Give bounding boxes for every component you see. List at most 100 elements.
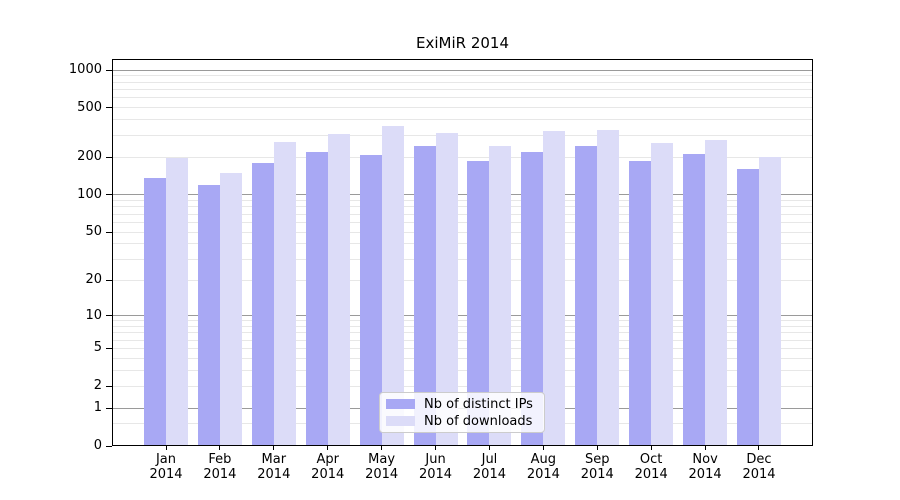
y-tick-label: 500 bbox=[77, 99, 102, 115]
x-tick-mark bbox=[488, 446, 490, 450]
x-tick-label: Sep 2014 bbox=[569, 452, 625, 482]
gridline-minor bbox=[112, 81, 813, 83]
bar-aug-distinct-ips bbox=[521, 151, 544, 446]
x-tick-label: Aug 2014 bbox=[515, 452, 571, 482]
gridline-minor bbox=[112, 88, 813, 90]
bar-feb-downloads bbox=[219, 173, 242, 446]
x-tick-year: 2014 bbox=[149, 467, 183, 482]
x-tick-label: Jul 2014 bbox=[461, 452, 517, 482]
x-tick-mark bbox=[219, 446, 221, 450]
gridline-minor bbox=[112, 156, 813, 158]
bar-oct-downloads bbox=[651, 143, 674, 446]
x-tick-year: 2014 bbox=[311, 467, 345, 482]
bar-may-downloads bbox=[381, 125, 404, 446]
y-tick-mark bbox=[106, 231, 112, 233]
chart-title: ExiMiR 2014 bbox=[416, 34, 509, 52]
bar-sep-downloads bbox=[597, 130, 620, 446]
x-tick-label: May 2014 bbox=[354, 452, 410, 482]
gridline-major bbox=[112, 69, 813, 71]
y-tick-mark bbox=[106, 107, 112, 109]
bar-dec-downloads bbox=[758, 157, 781, 446]
bar-jul-distinct-ips bbox=[467, 161, 490, 446]
gridline-minor bbox=[112, 134, 813, 136]
gridline-minor bbox=[112, 221, 813, 223]
gridline-minor bbox=[112, 347, 813, 349]
x-tick-year: 2014 bbox=[634, 467, 668, 482]
y-tick-label: 100 bbox=[77, 186, 102, 202]
x-tick-year: 2014 bbox=[472, 467, 506, 482]
legend-label-downloads: Nb of downloads bbox=[424, 413, 533, 429]
bar-oct-distinct-ips bbox=[629, 160, 652, 446]
y-tick-label: 5 bbox=[93, 340, 102, 356]
x-tick-label: Oct 2014 bbox=[623, 452, 679, 482]
gridline-minor bbox=[112, 385, 813, 387]
plot-area bbox=[112, 59, 813, 446]
bar-apr-distinct-ips bbox=[305, 152, 328, 446]
x-tick-label: Feb 2014 bbox=[192, 452, 248, 482]
bar-may-distinct-ips bbox=[359, 155, 382, 446]
gridline-minor bbox=[112, 258, 813, 260]
x-tick-mark bbox=[704, 446, 706, 450]
x-tick-label: Jun 2014 bbox=[408, 452, 464, 482]
bar-nov-distinct-ips bbox=[683, 153, 706, 446]
y-tick-label: 0 bbox=[93, 438, 102, 453]
x-tick-label: Apr 2014 bbox=[300, 452, 356, 482]
x-tick-year: 2014 bbox=[203, 467, 237, 482]
x-tick-month: Jul bbox=[481, 452, 498, 467]
x-tick-month: Jun bbox=[425, 452, 446, 467]
x-tick-mark bbox=[327, 446, 329, 450]
x-tick-year: 2014 bbox=[580, 467, 614, 482]
gridline-minor bbox=[112, 332, 813, 334]
x-tick-year: 2014 bbox=[526, 467, 560, 482]
x-tick-month: Jan bbox=[155, 452, 177, 467]
x-tick-month: May bbox=[368, 452, 396, 467]
x-tick-month: Aug bbox=[530, 452, 557, 467]
gridline-minor bbox=[112, 200, 813, 202]
gridline-minor bbox=[112, 370, 813, 372]
x-tick-mark bbox=[165, 446, 167, 450]
bar-aug-downloads bbox=[543, 131, 566, 446]
x-tick-year: 2014 bbox=[418, 467, 453, 482]
y-tick-mark bbox=[106, 407, 112, 409]
y-tick-label: 2 bbox=[93, 378, 102, 394]
x-tick-month: Feb bbox=[208, 452, 232, 467]
y-tick-label: 200 bbox=[77, 149, 102, 165]
gridline-major bbox=[112, 315, 813, 316]
x-tick-label: Jan 2014 bbox=[138, 452, 194, 482]
y-tick-label: 50 bbox=[85, 224, 102, 240]
y-tick-mark bbox=[106, 194, 112, 196]
bar-sep-distinct-ips bbox=[575, 145, 598, 446]
gridline-minor bbox=[112, 231, 813, 233]
x-tick-mark bbox=[758, 446, 760, 450]
gridline-minor bbox=[112, 213, 813, 215]
x-tick-month: Mar bbox=[261, 452, 287, 467]
y-tick-label: 20 bbox=[85, 272, 102, 288]
y-tick-mark bbox=[106, 315, 112, 316]
x-tick-label: Dec 2014 bbox=[731, 452, 787, 482]
bar-feb-distinct-ips bbox=[197, 185, 220, 446]
gridline-minor bbox=[112, 119, 813, 121]
gridline-minor bbox=[112, 206, 813, 208]
y-tick-mark bbox=[106, 385, 112, 387]
gridline-minor bbox=[112, 357, 813, 359]
y-tick-label: 1 bbox=[93, 400, 102, 416]
gridline-minor bbox=[112, 107, 813, 109]
legend: Nb of distinct IPs Nb of downloads bbox=[379, 392, 545, 433]
x-tick-year: 2014 bbox=[688, 467, 722, 482]
x-tick-month: Nov bbox=[692, 452, 718, 467]
y-tick-mark bbox=[106, 445, 112, 447]
legend-entry-downloads: Nb of downloads bbox=[386, 413, 544, 430]
x-tick-mark bbox=[273, 446, 275, 450]
x-tick-mark bbox=[381, 446, 383, 450]
legend-label-distinct-ips: Nb of distinct IPs bbox=[424, 396, 533, 412]
gridline-minor bbox=[112, 75, 813, 77]
bar-mar-downloads bbox=[273, 141, 296, 446]
gridline-minor bbox=[112, 97, 813, 99]
y-tick-mark bbox=[106, 69, 112, 71]
legend-swatch-distinct-ips bbox=[386, 399, 415, 409]
legend-entry-distinct-ips: Nb of distinct IPs bbox=[386, 396, 544, 413]
y-tick-mark bbox=[106, 347, 112, 349]
x-tick-month: Oct bbox=[639, 452, 663, 467]
bar-jun-downloads bbox=[435, 133, 458, 446]
